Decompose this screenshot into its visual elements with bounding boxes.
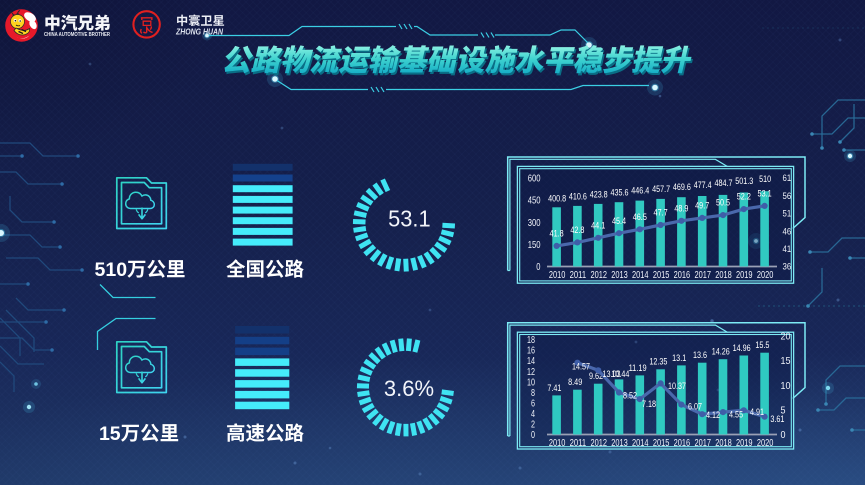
svg-text:300: 300 xyxy=(528,217,541,229)
svg-text:18: 18 xyxy=(527,335,535,346)
svg-text:2018: 2018 xyxy=(715,270,732,281)
svg-text:44.1: 44.1 xyxy=(591,220,605,230)
svg-text:2012: 2012 xyxy=(590,438,607,449)
svg-text:50.5: 50.5 xyxy=(716,198,730,208)
svg-text:12.35: 12.35 xyxy=(649,357,667,367)
svg-text:410.6: 410.6 xyxy=(569,191,587,201)
svg-text:10: 10 xyxy=(527,377,535,388)
svg-text:2011: 2011 xyxy=(570,270,587,281)
svg-text:4.91: 4.91 xyxy=(750,407,764,417)
svg-text:48.9: 48.9 xyxy=(674,203,688,213)
svg-text:2014: 2014 xyxy=(632,270,649,281)
svg-text:423.8: 423.8 xyxy=(590,190,608,200)
svg-text:10.44: 10.44 xyxy=(611,369,629,379)
svg-text:14.26: 14.26 xyxy=(712,347,730,357)
svg-text:4.55: 4.55 xyxy=(729,409,743,419)
svg-text:53.1: 53.1 xyxy=(758,189,772,199)
svg-text:13.1: 13.1 xyxy=(672,353,686,363)
svg-text:20: 20 xyxy=(781,331,791,343)
svg-text:13.6: 13.6 xyxy=(693,350,707,360)
svg-text:400.8: 400.8 xyxy=(548,193,566,203)
svg-text:0: 0 xyxy=(781,429,786,441)
svg-text:2: 2 xyxy=(531,420,535,431)
svg-text:2017: 2017 xyxy=(694,270,711,281)
svg-text:150: 150 xyxy=(528,239,541,251)
svg-text:2011: 2011 xyxy=(570,438,587,449)
svg-text:0: 0 xyxy=(536,261,540,273)
svg-text:457.7: 457.7 xyxy=(652,184,670,194)
svg-text:2019: 2019 xyxy=(736,438,753,449)
svg-text:2010: 2010 xyxy=(549,438,566,449)
svg-text:8.49: 8.49 xyxy=(568,377,582,387)
svg-text:450: 450 xyxy=(528,195,541,207)
svg-text:2012: 2012 xyxy=(590,270,607,281)
svg-text:41: 41 xyxy=(783,244,792,255)
svg-text:56: 56 xyxy=(783,191,792,202)
svg-text:45.4: 45.4 xyxy=(612,216,626,226)
svg-text:4: 4 xyxy=(531,409,535,420)
svg-text:7.41: 7.41 xyxy=(547,383,561,393)
svg-text:41.8: 41.8 xyxy=(550,229,564,239)
svg-text:6: 6 xyxy=(531,398,535,409)
svg-text:16: 16 xyxy=(527,346,535,357)
svg-text:46: 46 xyxy=(783,226,792,237)
svg-text:15: 15 xyxy=(99,423,121,445)
svg-text:510: 510 xyxy=(95,259,128,281)
svg-text:2013: 2013 xyxy=(611,270,628,281)
svg-text:49.7: 49.7 xyxy=(695,201,709,211)
svg-text:2014: 2014 xyxy=(632,438,649,449)
svg-text:14: 14 xyxy=(527,356,535,367)
svg-text:2015: 2015 xyxy=(653,438,670,449)
svg-text:61: 61 xyxy=(783,173,792,184)
svg-text:11.19: 11.19 xyxy=(629,363,647,373)
svg-text:3.61: 3.61 xyxy=(770,414,784,424)
svg-text:6.07: 6.07 xyxy=(688,401,702,411)
svg-text:477.4: 477.4 xyxy=(694,180,712,190)
svg-text:14.96: 14.96 xyxy=(733,343,751,353)
svg-text:469.6: 469.6 xyxy=(673,182,691,192)
svg-text:2013: 2013 xyxy=(611,438,628,449)
svg-text:510: 510 xyxy=(759,174,771,184)
svg-text:5: 5 xyxy=(781,405,786,417)
svg-text:15: 15 xyxy=(781,355,791,367)
svg-text:7.18: 7.18 xyxy=(642,399,656,409)
svg-text:CHINA AUTOMOTIVE BROTHER: CHINA AUTOMOTIVE BROTHER xyxy=(44,32,110,38)
svg-text:2020: 2020 xyxy=(757,270,774,281)
svg-text:2018: 2018 xyxy=(715,438,732,449)
svg-text:484.7: 484.7 xyxy=(715,178,733,188)
svg-text:2016: 2016 xyxy=(674,270,691,281)
svg-text:12: 12 xyxy=(527,367,535,378)
svg-text:2016: 2016 xyxy=(674,438,691,449)
svg-text:42.8: 42.8 xyxy=(570,225,584,235)
svg-text:13.03: 13.03 xyxy=(603,369,621,379)
svg-text:15.5: 15.5 xyxy=(755,340,769,350)
svg-text:46.5: 46.5 xyxy=(633,212,647,222)
svg-text:600: 600 xyxy=(528,173,541,185)
svg-text:8.52: 8.52 xyxy=(623,391,637,401)
svg-text:2015: 2015 xyxy=(653,270,670,281)
svg-text:36: 36 xyxy=(783,262,792,273)
svg-text:9.62: 9.62 xyxy=(589,371,603,381)
svg-text:47.7: 47.7 xyxy=(654,208,668,218)
svg-text:446.4: 446.4 xyxy=(631,186,649,196)
svg-text:10: 10 xyxy=(781,380,791,392)
svg-text:52.2: 52.2 xyxy=(737,192,751,202)
svg-text:435.6: 435.6 xyxy=(611,188,629,198)
svg-text:53.1: 53.1 xyxy=(388,206,431,232)
svg-text:0: 0 xyxy=(531,430,535,441)
svg-text:3.6%: 3.6% xyxy=(384,376,434,401)
svg-text:8: 8 xyxy=(531,388,535,399)
svg-text:14.57: 14.57 xyxy=(572,362,590,372)
svg-text:501.3: 501.3 xyxy=(735,176,753,186)
svg-text:4.12: 4.12 xyxy=(706,410,720,420)
svg-text:2020: 2020 xyxy=(757,438,774,449)
svg-text:51: 51 xyxy=(783,209,792,220)
svg-text:10.37: 10.37 xyxy=(668,381,686,391)
svg-text:2010: 2010 xyxy=(549,270,566,281)
svg-text:ZHONG HUAN: ZHONG HUAN xyxy=(175,28,223,37)
svg-text:2019: 2019 xyxy=(736,270,753,281)
svg-text:2017: 2017 xyxy=(694,438,711,449)
